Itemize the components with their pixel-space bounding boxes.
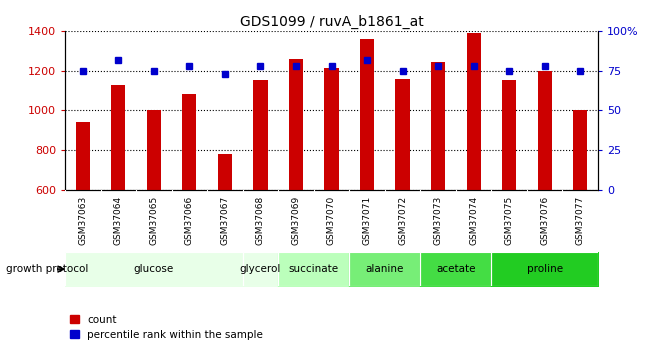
Text: GSM37069: GSM37069 [291, 196, 300, 245]
Bar [573, 110, 588, 190]
Text: GSM37077: GSM37077 [576, 196, 585, 245]
Text: GSM37074: GSM37074 [469, 196, 478, 245]
Text: succinate: succinate [289, 264, 339, 274]
Bar [278, 252, 349, 286]
Text: glucose: glucose [134, 264, 174, 274]
Bar [65, 252, 242, 286]
Text: growth protocol: growth protocol [6, 264, 89, 274]
Bar [111, 85, 125, 190]
Text: GSM37076: GSM37076 [540, 196, 549, 245]
Text: GSM37063: GSM37063 [78, 196, 87, 245]
Bar [395, 79, 410, 190]
Text: GSM37064: GSM37064 [114, 196, 123, 245]
Bar [254, 80, 268, 190]
Text: proline: proline [526, 264, 563, 274]
Text: acetate: acetate [436, 264, 476, 274]
Bar [289, 59, 303, 190]
Bar [421, 252, 491, 286]
Text: GSM37072: GSM37072 [398, 196, 407, 245]
Bar [360, 39, 374, 190]
Text: GSM37071: GSM37071 [363, 196, 372, 245]
Bar [182, 93, 196, 190]
Text: GSM37066: GSM37066 [185, 196, 194, 245]
Text: GSM37073: GSM37073 [434, 196, 443, 245]
Bar [147, 110, 161, 190]
Bar [491, 252, 598, 286]
Text: glycerol: glycerol [240, 264, 281, 274]
Text: GSM37070: GSM37070 [327, 196, 336, 245]
Bar [538, 71, 552, 190]
Bar [242, 252, 278, 286]
Bar [502, 80, 516, 190]
Bar [349, 252, 421, 286]
Bar [324, 68, 339, 190]
Bar [467, 33, 481, 190]
Text: GSM37075: GSM37075 [504, 196, 514, 245]
Text: GSM37065: GSM37065 [150, 196, 159, 245]
Legend: count, percentile rank within the sample: count, percentile rank within the sample [70, 315, 263, 340]
Bar [218, 154, 232, 190]
Title: GDS1099 / ruvA_b1861_at: GDS1099 / ruvA_b1861_at [240, 14, 423, 29]
Bar [75, 122, 90, 190]
Bar [431, 62, 445, 190]
Text: GSM37068: GSM37068 [256, 196, 265, 245]
Text: GSM37067: GSM37067 [220, 196, 229, 245]
Text: alanine: alanine [365, 264, 404, 274]
